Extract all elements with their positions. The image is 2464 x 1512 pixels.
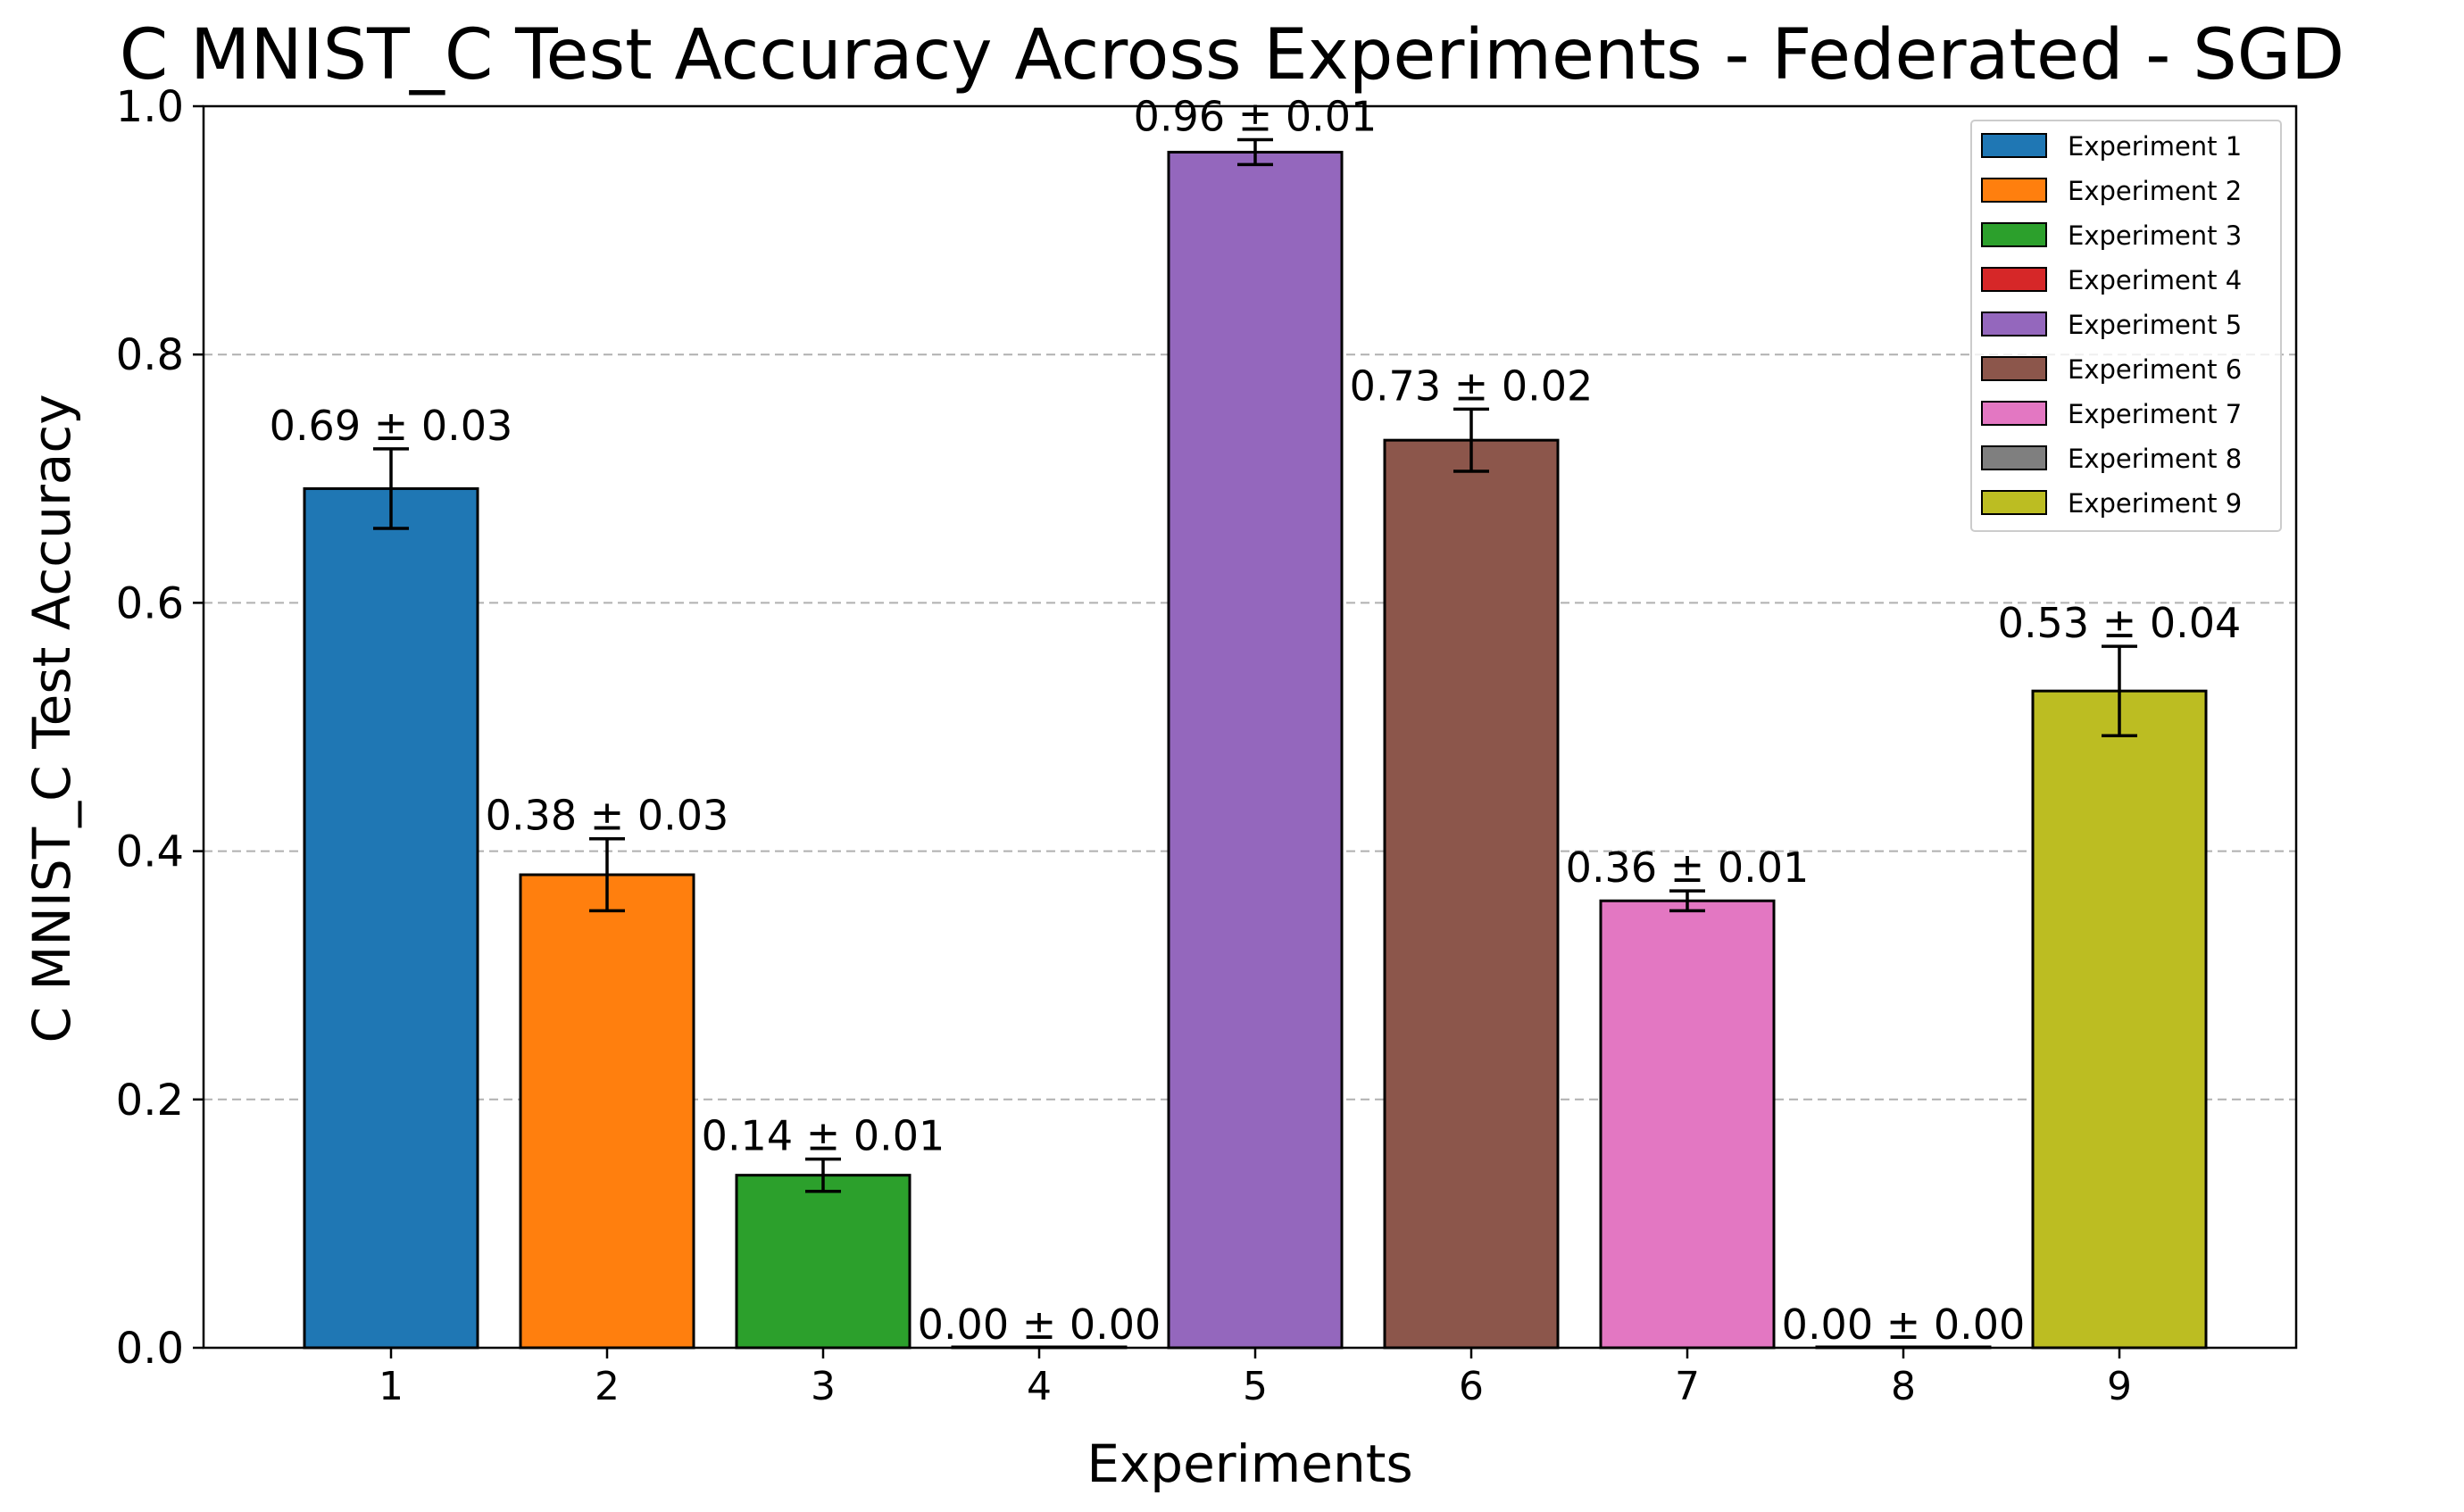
y-tick-label: 0.6 (116, 578, 184, 628)
bar-experiment-9 (2031, 689, 2208, 1350)
legend-swatch (1981, 222, 2047, 247)
x-tick-label: 2 (595, 1364, 620, 1409)
legend-label: Experiment 2 (2068, 176, 2242, 206)
legend-label: Experiment 1 (2068, 131, 2242, 162)
legend-swatch (1981, 445, 2047, 470)
legend-swatch (1981, 178, 2047, 203)
y-axis-label: C MNIST_C Test Accuracy (21, 394, 82, 1043)
legend-label: Experiment 9 (2068, 488, 2242, 519)
value-labels: 0.69 ± 0.03 0.38 ± 0.03 0.14 ± 0.01 0.00 ± … (270, 93, 2242, 1349)
chart-title: C MNIST_C Test Accuracy Across Experimen… (120, 15, 2344, 96)
value-label: 0.00 ± 0.00 (918, 1300, 1161, 1349)
x-tick-label: 8 (1891, 1364, 1916, 1409)
y-tick-label: 0.4 (116, 827, 184, 877)
y-tick-label: 0.0 (116, 1324, 184, 1374)
legend-label: Experiment 5 (2068, 310, 2242, 340)
bars (303, 150, 2208, 1350)
x-tick-label: 9 (2107, 1364, 2132, 1409)
y-tick-label: 0.2 (116, 1076, 184, 1126)
x-axis-ticks: 1 2 3 4 5 6 7 8 9 (379, 1348, 2132, 1409)
value-label: 0.96 ± 0.01 (1134, 93, 1378, 141)
legend: Experiment 1 Experiment 2 Experiment 3 Expe… (1970, 120, 2282, 532)
y-tick-label: 0.8 (116, 330, 184, 380)
bar-experiment-6 (1383, 438, 1560, 1350)
x-tick-label: 6 (1459, 1364, 1484, 1409)
x-tick-label: 1 (379, 1364, 404, 1409)
legend-swatch (1981, 312, 2047, 336)
legend-label: Experiment 3 (2068, 220, 2242, 251)
x-tick-label: 7 (1675, 1364, 1700, 1409)
legend-swatch (1981, 490, 2047, 515)
value-label: 0.38 ± 0.03 (486, 792, 729, 840)
legend-swatch (1981, 356, 2047, 381)
legend-label: Experiment 4 (2068, 265, 2242, 295)
bar-experiment-1 (303, 486, 479, 1350)
legend-label: Experiment 8 (2068, 444, 2242, 474)
legend-swatch (1981, 133, 2047, 158)
bar-experiment-3 (735, 1174, 912, 1350)
legend-label: Experiment 7 (2068, 399, 2242, 429)
plot-frame (202, 104, 2298, 1350)
value-label: 0.69 ± 0.03 (270, 402, 513, 450)
legend-label: Experiment 6 (2068, 354, 2242, 385)
bar-experiment-2 (519, 873, 695, 1350)
error-bars (373, 137, 2137, 1193)
value-label: 0.14 ± 0.01 (702, 1112, 945, 1160)
legend-swatch (1981, 401, 2047, 426)
y-axis-ticks: 0.0 0.2 0.4 0.6 0.8 1.0 (116, 82, 204, 1374)
legend-swatch (1981, 267, 2047, 292)
x-axis-label: Experiments (1086, 1433, 1412, 1494)
y-tick-label: 1.0 (116, 82, 184, 132)
x-tick-label: 3 (811, 1364, 836, 1409)
x-tick-label: 5 (1243, 1364, 1268, 1409)
bar-experiment-5 (1167, 150, 1344, 1350)
value-label: 0.00 ± 0.00 (1782, 1300, 2026, 1349)
value-label: 0.36 ± 0.01 (1566, 843, 1810, 892)
legend-frame (1970, 120, 2282, 532)
x-tick-label: 4 (1027, 1364, 1052, 1409)
bar-experiment-7 (1599, 899, 1776, 1350)
value-label: 0.53 ± 0.04 (1998, 599, 2242, 647)
value-label: 0.73 ± 0.02 (1350, 361, 1594, 410)
